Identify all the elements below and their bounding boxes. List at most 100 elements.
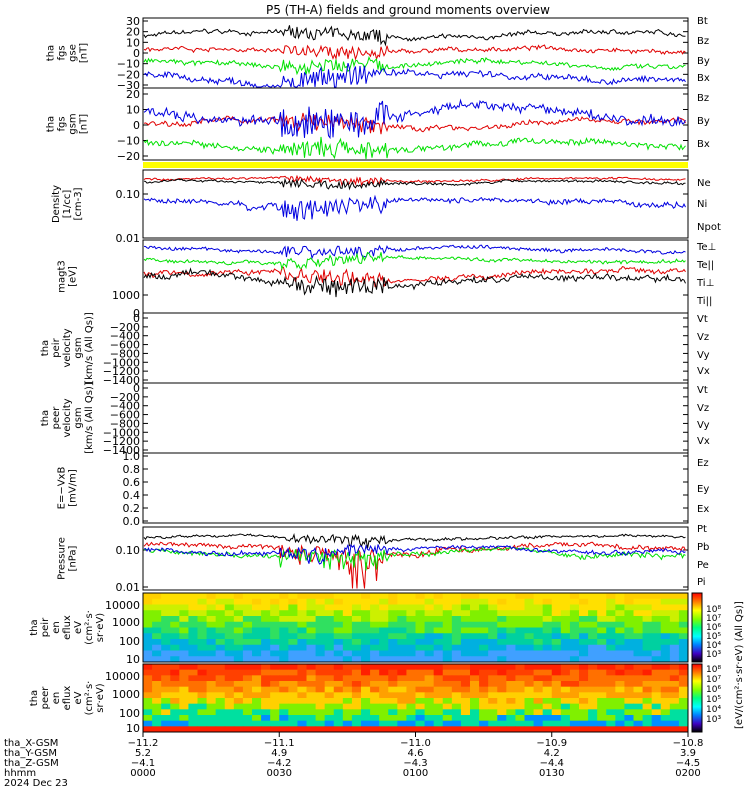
heatmap-cell (242, 610, 253, 617)
heatmap-cell (606, 686, 616, 693)
x-tick-label: −4.5 (676, 758, 700, 769)
y-tick-label: −1000 (103, 426, 140, 439)
heatmap-cell (333, 627, 344, 634)
heatmap-cell (651, 715, 662, 722)
y-axis-label: gsm (68, 113, 79, 134)
heatmap-cell (642, 692, 653, 699)
heatmap-cell (642, 598, 653, 605)
heatmap-cell (206, 633, 217, 640)
heatmap-cell (479, 726, 489, 733)
heatmap-cell (315, 650, 326, 657)
heatmap-cell (433, 681, 444, 688)
heatmap-cell (206, 664, 217, 671)
heatmap-cell (479, 698, 489, 705)
heatmap-cell (633, 692, 644, 699)
heatmap-cell (252, 692, 262, 699)
separator-band (143, 162, 688, 168)
heatmap-cell (324, 664, 335, 671)
heatmap-cell (433, 616, 444, 623)
heatmap-cell (370, 627, 380, 634)
heatmap-cell (224, 703, 235, 710)
heatmap-cell (433, 720, 444, 727)
heatmap-cell (379, 656, 389, 663)
heatmap-cell (288, 610, 298, 617)
heatmap-cell (397, 656, 407, 663)
heatmap-cell (279, 709, 289, 716)
heatmap-cell (579, 593, 589, 600)
heatmap-cell (542, 644, 553, 651)
heatmap-cell (542, 715, 553, 722)
heatmap-cell (524, 698, 535, 705)
heatmap-cell (288, 650, 298, 657)
heatmap-cell (533, 604, 544, 611)
heatmap-cell (197, 633, 208, 640)
heatmap-cell (433, 675, 444, 682)
y-tick-label: −20 (117, 150, 140, 163)
heatmap-cell (515, 639, 525, 646)
heatmap-cell (297, 720, 307, 727)
heatmap-cell (497, 698, 507, 705)
heatmap-cell (415, 681, 426, 688)
heatmap-cell (524, 681, 535, 688)
heatmap-cell (215, 621, 226, 628)
legend-entry: Ti⊥ (696, 278, 714, 289)
heatmap-cell (460, 720, 471, 727)
heatmap-cell (333, 621, 344, 628)
heatmap-cell (506, 604, 516, 611)
heatmap-cell (497, 720, 507, 727)
heatmap-cell (588, 610, 598, 617)
y-axis-label: velocity (62, 328, 73, 367)
y-tick-label: 1000 (112, 688, 140, 701)
heatmap-cell (161, 656, 171, 663)
y-axis-label: peir (51, 337, 62, 357)
heatmap-cell (424, 709, 435, 716)
legend-entry: Bt (697, 16, 708, 27)
heatmap-cell (488, 616, 498, 623)
y-tick-label: 20 (126, 88, 140, 101)
heatmap-cell (197, 621, 208, 628)
y-tick-label: 0.8 (123, 463, 141, 476)
y-axis-label: peir (40, 617, 51, 637)
heatmap-cell (433, 698, 444, 705)
heatmap-cell (306, 664, 317, 671)
heatmap-cell (152, 709, 162, 716)
heatmap-cell (597, 709, 607, 716)
heatmap-cell (370, 686, 380, 693)
heatmap-cell (179, 726, 189, 733)
heatmap-cell (660, 598, 671, 605)
heatmap-cell (460, 616, 471, 623)
heatmap-cell (252, 664, 262, 671)
heatmap-cell (242, 593, 253, 600)
heatmap-cell (606, 650, 616, 657)
heatmap-cell (261, 669, 271, 676)
heatmap-cell (506, 726, 516, 733)
heatmap-cell (324, 692, 335, 699)
heatmap-cell (215, 692, 226, 699)
heatmap-cell (660, 650, 671, 657)
heatmap-cell (669, 709, 680, 716)
heatmap-cell (415, 604, 426, 611)
heatmap-cell (642, 726, 653, 733)
heatmap-cell (515, 604, 525, 611)
heatmap-cell (188, 703, 198, 710)
panel-frame (142, 169, 689, 239)
heatmap-cell (242, 616, 253, 623)
colorbar-bottom (691, 663, 703, 733)
y-tick-label: 10 (126, 104, 140, 117)
heatmap-cell (669, 675, 680, 682)
y-axis-label: [km/s (All Qs)] (84, 312, 95, 384)
heatmap-cell (342, 610, 353, 617)
heatmap-cell (279, 703, 289, 710)
heatmap-cell (388, 598, 398, 605)
series-line (143, 244, 686, 260)
heatmap-cell (143, 720, 153, 727)
legend-entry: Ez (697, 458, 709, 469)
heatmap-cell (161, 681, 171, 688)
heatmap-cell (161, 639, 171, 646)
heatmap-cell (588, 675, 598, 682)
heatmap-cell (470, 656, 480, 663)
heatmap-cell (433, 726, 444, 733)
heatmap-cell (179, 715, 189, 722)
heatmap-cell (533, 610, 544, 617)
heatmap-cell (270, 675, 280, 682)
